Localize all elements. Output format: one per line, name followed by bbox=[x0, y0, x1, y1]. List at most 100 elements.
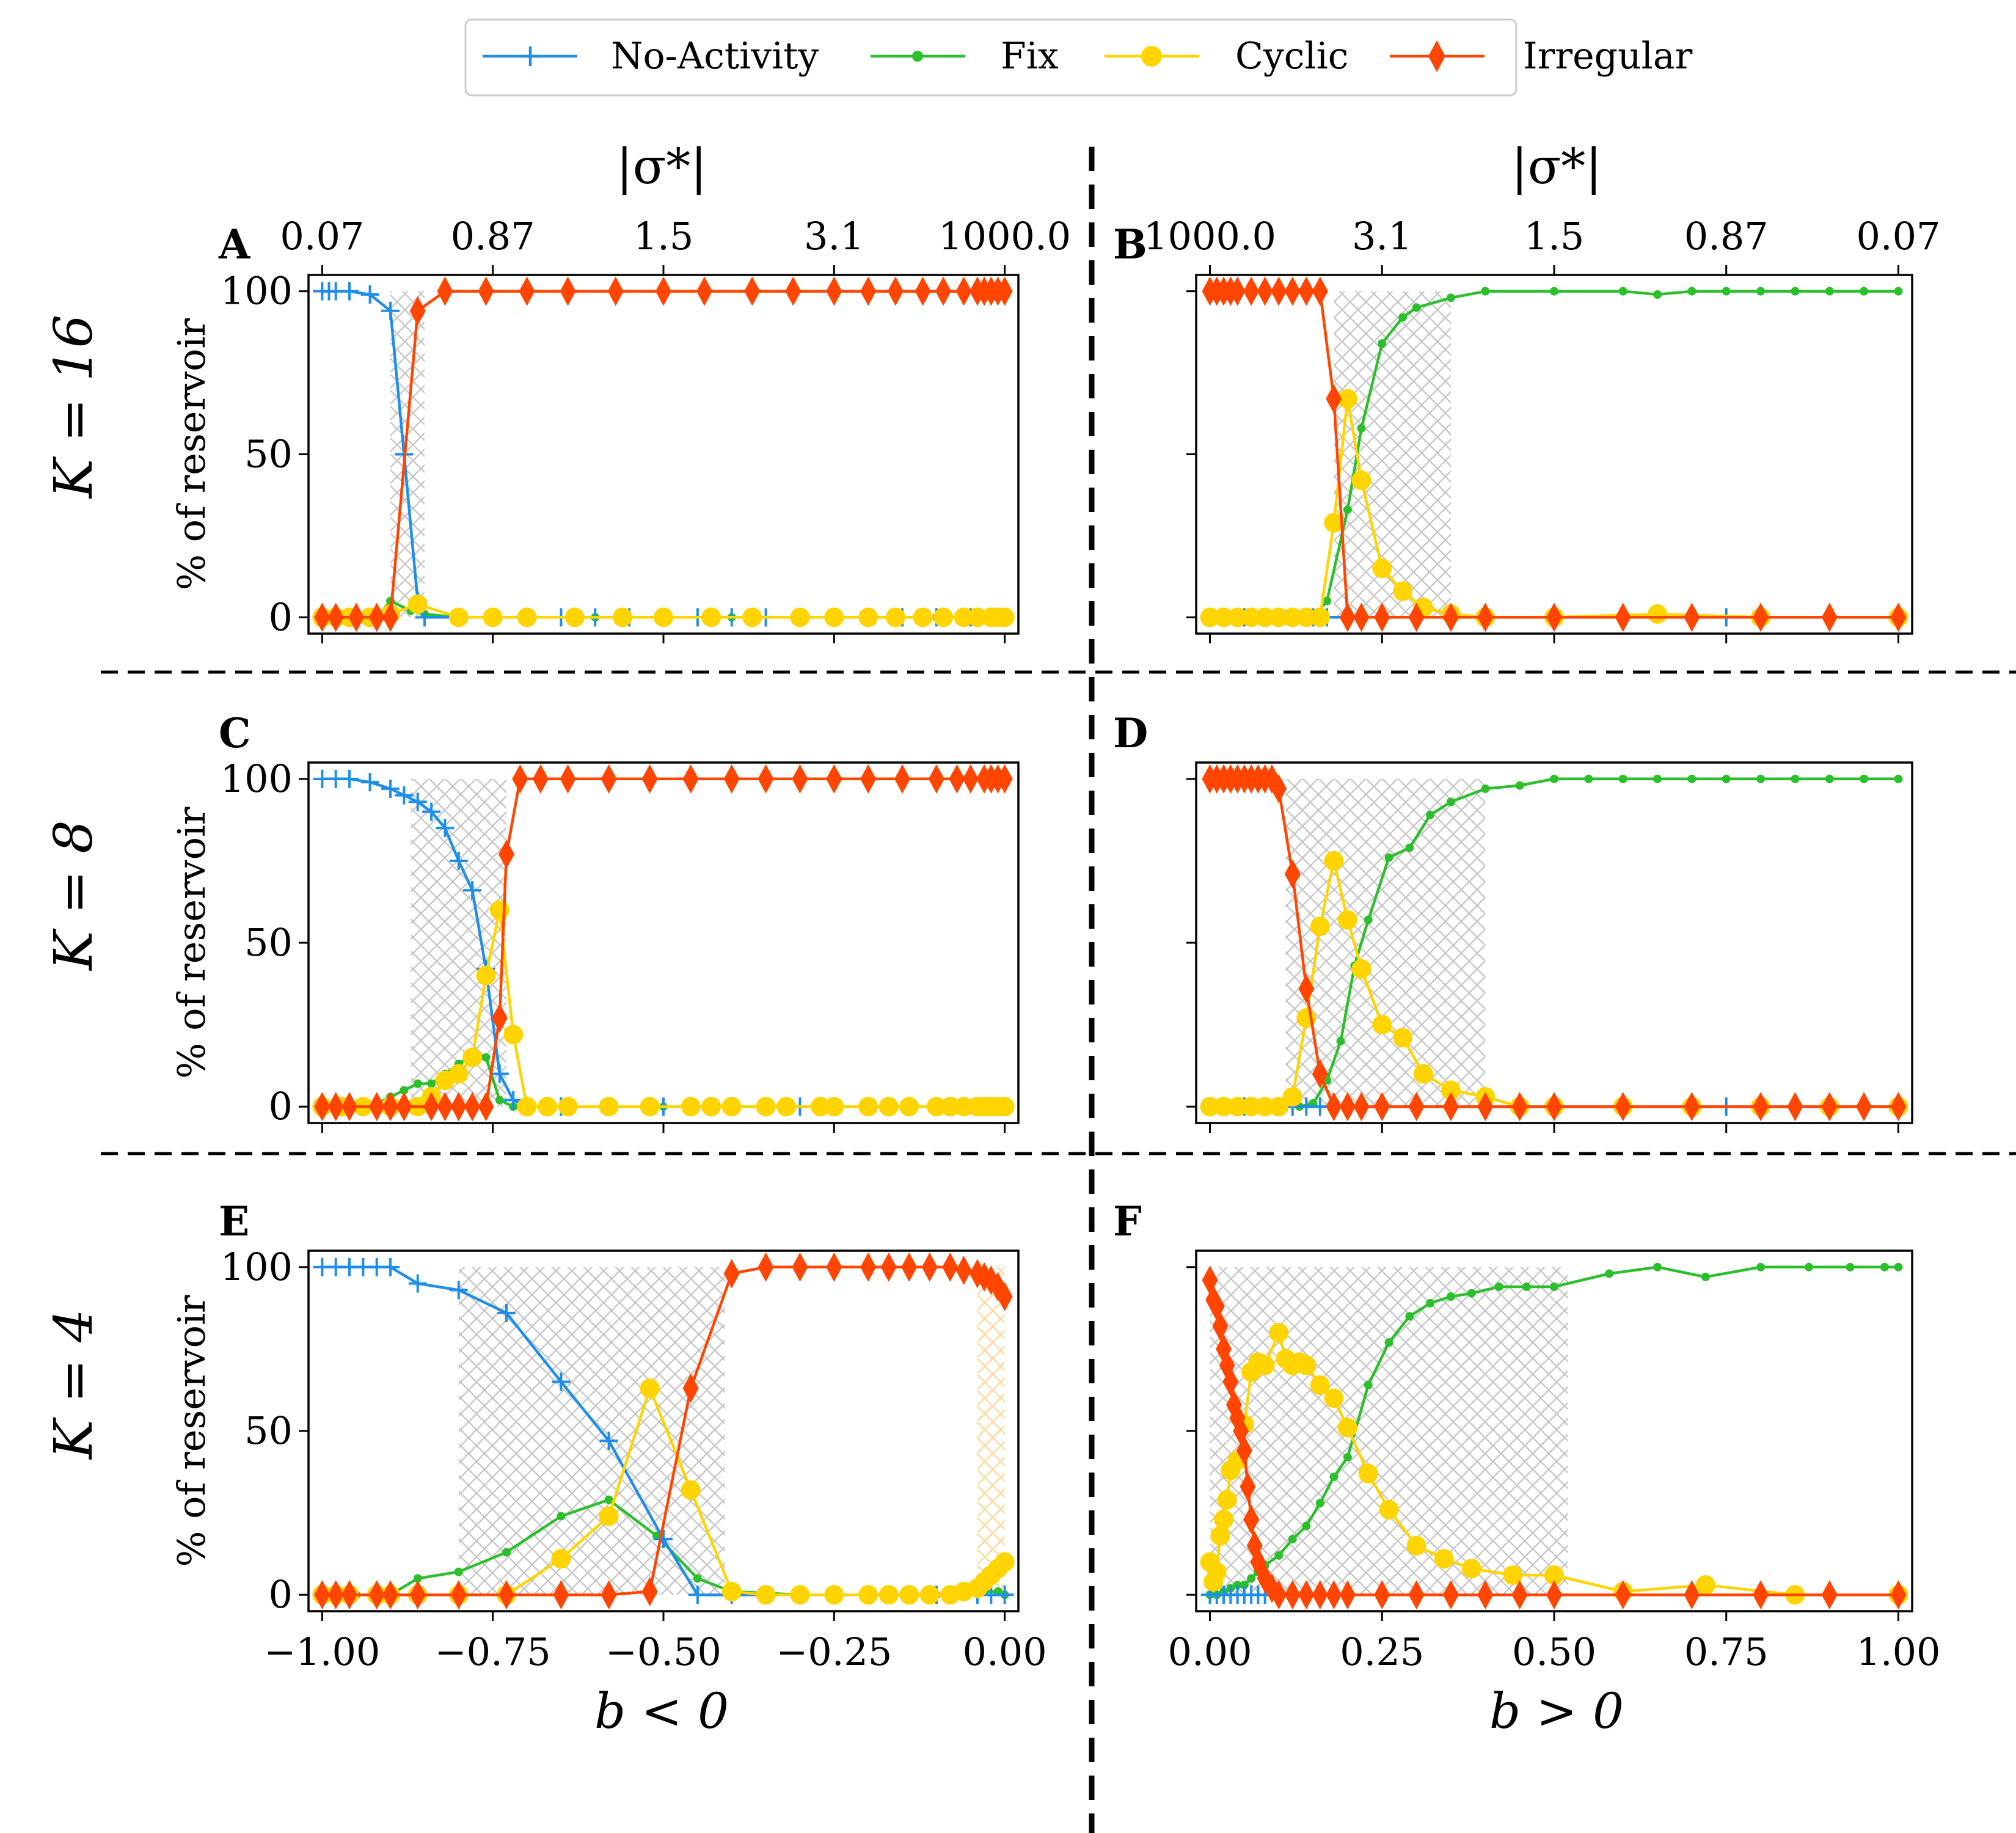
panel-D-point-irregular bbox=[1353, 1092, 1370, 1122]
panel-D-point-irregular bbox=[1284, 859, 1301, 889]
panel-C-point-irregular bbox=[314, 1092, 331, 1122]
panel-F-point-fix bbox=[1288, 1535, 1297, 1543]
panel-A-point-irregular bbox=[382, 602, 399, 632]
panel-A-point-cyclic bbox=[790, 607, 810, 627]
panel-F-point-cyclic bbox=[1210, 1526, 1230, 1546]
panel-F-point-irregular bbox=[1284, 1580, 1301, 1610]
panel-B-point-fix bbox=[1378, 339, 1387, 348]
panel-C-point-cyclic bbox=[899, 1097, 919, 1117]
panel-E-point-irregular bbox=[450, 1580, 467, 1610]
panel-C-point-irregular bbox=[368, 1092, 385, 1122]
panel-F-point-fix bbox=[1329, 1473, 1339, 1482]
panel-E-point-fix bbox=[502, 1548, 511, 1557]
panel-C-point-cyclic bbox=[954, 1097, 974, 1117]
panel-E-point-irregular bbox=[409, 1580, 426, 1610]
panel-C-series-irregular bbox=[314, 764, 1013, 1122]
panel-B-point-fix bbox=[1357, 423, 1366, 433]
panel-E-point-cyclic bbox=[858, 1585, 878, 1605]
panel-E-ytick-label: 50 bbox=[244, 1408, 293, 1453]
panel-C-point-cyclic bbox=[701, 1097, 721, 1117]
row-label-k8: K = 8 bbox=[43, 820, 104, 971]
panel-C-point-irregular bbox=[601, 764, 617, 794]
panel-E-point-irregular bbox=[921, 1252, 938, 1282]
panel-A-point-irregular bbox=[519, 276, 535, 306]
legend-label-no-activity: No-Activity bbox=[611, 35, 819, 78]
panel-B-point-cyclic bbox=[1393, 581, 1413, 601]
panel-D-point-fix bbox=[1405, 843, 1414, 852]
panel-C-point-irregular bbox=[996, 764, 1013, 794]
panel-F-point-cyclic bbox=[1406, 1535, 1426, 1556]
panel-D-point-cyclic bbox=[1372, 1015, 1392, 1035]
panel-B-point-fix bbox=[1618, 287, 1627, 296]
panel-E-xtick-label: −0.50 bbox=[605, 1630, 721, 1674]
panel-F-point-fix bbox=[1467, 1289, 1476, 1298]
panel-F-point-irregular bbox=[1212, 1311, 1229, 1341]
legend-entry-cyclic: Cyclic bbox=[1105, 35, 1348, 78]
panel-E-point-fix bbox=[413, 1574, 422, 1583]
panel-A-point-no-activity bbox=[360, 285, 379, 304]
panel-C-point-cyclic bbox=[926, 1097, 946, 1117]
panel-F-point-cyclic bbox=[1310, 1375, 1330, 1395]
panel-C-point-irregular bbox=[560, 764, 576, 794]
panel-B-point-cyclic bbox=[1372, 558, 1392, 579]
panel-D-point-fix bbox=[1515, 781, 1524, 790]
panel-D-point-cyclic bbox=[1441, 1080, 1461, 1100]
panel-C-series-cyclic bbox=[312, 900, 1015, 1117]
panel-A-point-cyclic bbox=[933, 607, 954, 627]
panel-A-letter: A bbox=[218, 221, 250, 268]
top-axis-label-right: |σ*| bbox=[1511, 138, 1602, 195]
panel-B-point-cyclic bbox=[1227, 607, 1247, 627]
panel-D-point-fix bbox=[1550, 774, 1558, 783]
panel-D-point-fix bbox=[1618, 774, 1627, 783]
panel-D-point-cyclic bbox=[1227, 1097, 1247, 1117]
panel-F-point-cyclic bbox=[1434, 1549, 1454, 1569]
panel-A-point-no-activity bbox=[340, 282, 359, 301]
panel-B-point-fix bbox=[1653, 290, 1662, 299]
panel-F-point-fix bbox=[1302, 1521, 1311, 1531]
panel-A-point-irregular bbox=[348, 602, 365, 632]
panel-C-point-cyclic bbox=[558, 1097, 578, 1117]
panel-A: 0 50 100% of reservoir 0.07 0.87 1.5 3.1 1000.0… bbox=[169, 214, 1071, 643]
panel-E-point-irregular bbox=[758, 1252, 774, 1282]
panel-B-line-irregular bbox=[1210, 290, 1899, 619]
panel-F-point-fix bbox=[1274, 1551, 1284, 1560]
panel-E-point-irregular bbox=[601, 1580, 617, 1610]
panel-F-point-irregular bbox=[1546, 1580, 1562, 1610]
panel-E-point-irregular bbox=[955, 1256, 972, 1286]
panel-F-point-fix bbox=[1880, 1262, 1889, 1271]
panel-D-point-irregular bbox=[1684, 1092, 1700, 1122]
panel-C-point-irregular bbox=[512, 764, 528, 794]
panel-D-point-cyclic bbox=[1393, 1028, 1413, 1048]
panel-F-point-irregular bbox=[1339, 1580, 1356, 1610]
panel-C-point-cyclic bbox=[538, 1097, 558, 1117]
panel-B-point-cyclic bbox=[1310, 607, 1330, 627]
panel-B-series-fix bbox=[1205, 287, 1903, 622]
panel-B-point-irregular bbox=[1353, 602, 1370, 632]
row-label-k16: K = 16 bbox=[43, 315, 104, 499]
legend-label-irregular: Irregular bbox=[1523, 35, 1693, 78]
panel-B-point-irregular bbox=[1243, 276, 1260, 306]
panel-E-point-cyclic bbox=[756, 1585, 776, 1605]
panel-F-point-cyclic bbox=[1379, 1499, 1399, 1520]
panel-B-point-fix bbox=[1323, 596, 1332, 606]
panel-E-point-fix bbox=[604, 1495, 613, 1504]
panel-D-point-cyclic bbox=[1413, 1064, 1433, 1084]
panel-F-xtick-label: 0.50 bbox=[1512, 1630, 1596, 1674]
panel-C-point-cyclic bbox=[878, 1097, 899, 1117]
panel-A-point-cyclic bbox=[564, 607, 585, 627]
panel-D-point-irregular bbox=[1615, 1092, 1631, 1122]
panel-C-point-irregular bbox=[928, 764, 944, 794]
panel-A-point-cyclic bbox=[824, 607, 844, 627]
panel-B-point-irregular bbox=[1615, 602, 1631, 632]
panel-D-point-irregular bbox=[1787, 1092, 1803, 1122]
panel-B-toptick-label: 0.87 bbox=[1684, 214, 1769, 258]
panel-D-point-fix bbox=[1481, 784, 1490, 793]
panel-D-point-cyclic bbox=[1351, 959, 1371, 979]
panel-B-point-fix bbox=[1894, 287, 1903, 296]
row-label-k4: K = 4 bbox=[43, 1309, 104, 1460]
panel-A-point-irregular bbox=[437, 276, 453, 306]
panel-C-ylabel: % of reservoir bbox=[169, 807, 214, 1078]
panel-C-point-cyclic bbox=[503, 1025, 524, 1045]
panel-F-point-irregular bbox=[1222, 1367, 1239, 1397]
panel-B-point-irregular bbox=[1312, 276, 1328, 306]
